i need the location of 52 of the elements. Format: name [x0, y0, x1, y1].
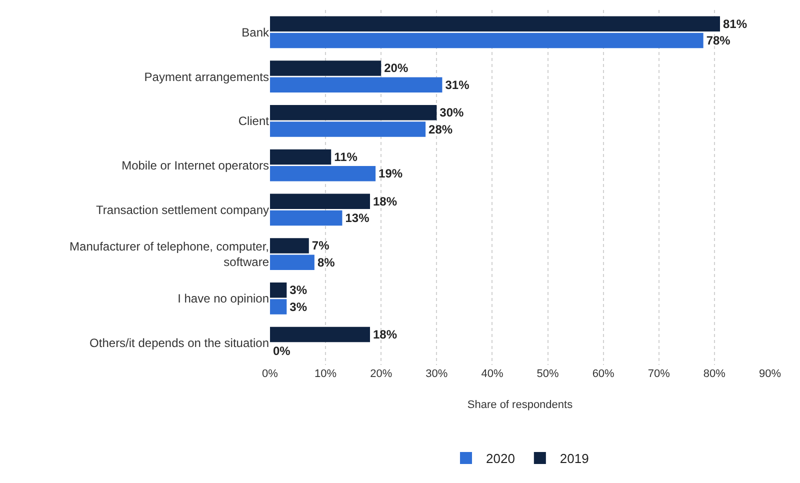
legend-label: 2019 — [560, 451, 589, 466]
x-tick-label: 0% — [262, 368, 278, 380]
bar — [270, 210, 342, 226]
x-tick-label: 40% — [481, 368, 504, 380]
y-tick-label: Transaction settlement company — [96, 202, 269, 217]
data-label: 7% — [312, 238, 330, 253]
bar — [270, 326, 370, 342]
legend-label: 2020 — [486, 451, 515, 466]
x-tick-label: 30% — [426, 368, 448, 380]
y-tick-label: Bank — [242, 25, 270, 40]
data-label: 31% — [445, 78, 470, 92]
x-axis-title: Share of respondents — [467, 399, 574, 411]
bar — [270, 104, 437, 120]
bar — [270, 16, 720, 32]
bar — [270, 122, 426, 137]
y-tick-label: Payment arrangements — [144, 70, 269, 84]
data-label: 3% — [290, 283, 308, 298]
x-tick-label: 80% — [703, 368, 726, 380]
data-label: 13% — [345, 211, 370, 226]
bar — [270, 299, 287, 314]
data-label: 18% — [373, 327, 398, 342]
x-tick-label: 10% — [314, 368, 337, 380]
bar — [270, 282, 287, 298]
x-tick-label: 90% — [758, 368, 782, 380]
data-label: 28% — [428, 122, 453, 136]
bar — [270, 238, 309, 254]
bar — [270, 194, 370, 210]
data-label: 18% — [373, 194, 398, 208]
y-tick-label: Others/it depends on the situation — [90, 336, 269, 350]
x-tick-label: 50% — [536, 368, 559, 380]
data-label: 30% — [440, 106, 464, 120]
bar — [270, 60, 382, 76]
x-tick-label: 20% — [370, 368, 392, 380]
data-label: 8% — [317, 255, 336, 270]
bar — [270, 32, 704, 48]
bar — [270, 77, 442, 93]
data-label: 19% — [378, 166, 403, 181]
data-label: 11% — [334, 150, 358, 164]
bar — [270, 149, 332, 165]
data-label: 3% — [290, 300, 308, 314]
bar — [270, 166, 376, 182]
y-tick-label: I have no opinion — [178, 292, 269, 306]
bar — [270, 254, 314, 270]
y-tick-label: Mobile or Internet operators — [122, 158, 269, 173]
x-tick-label: 70% — [648, 368, 670, 380]
data-label: 20% — [384, 61, 408, 76]
y-tick-label: Client — [238, 114, 270, 128]
y-tick-label: Manufacturer of telephone, computer, software — [70, 239, 270, 270]
data-label: 81% — [723, 16, 748, 31]
x-tick-label: 60% — [592, 368, 615, 380]
data-label: 78% — [706, 34, 731, 48]
data-label: 0% — [273, 344, 291, 358]
